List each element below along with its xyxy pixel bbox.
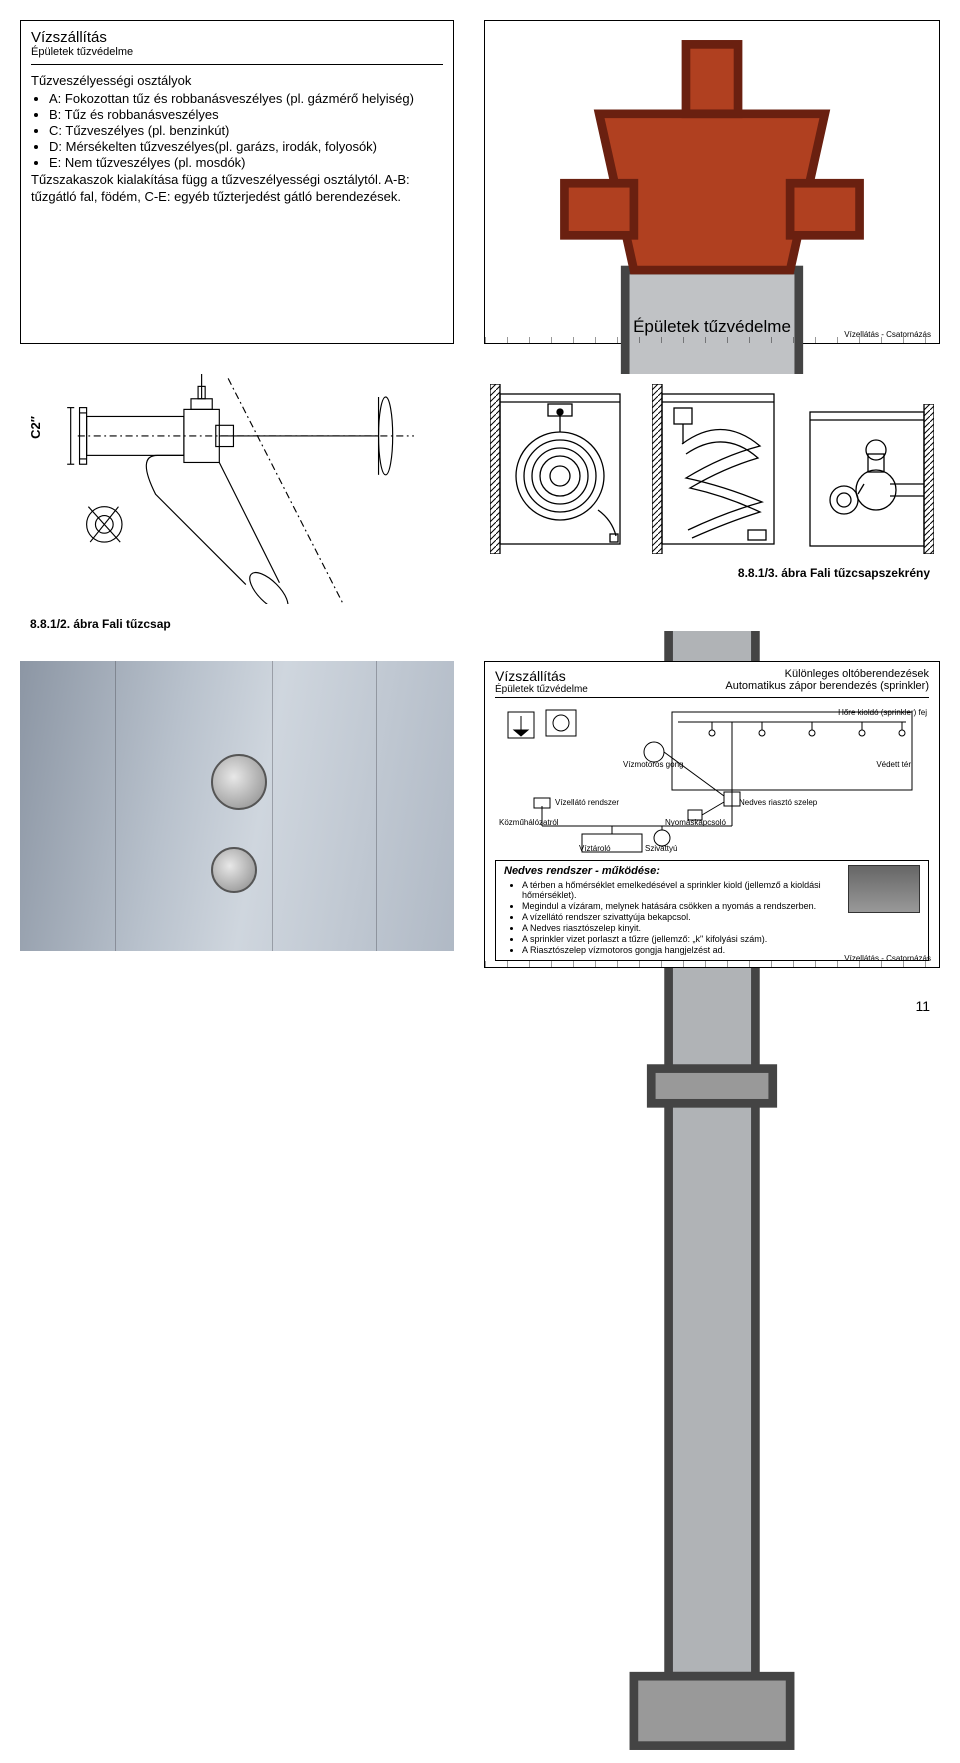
label-pump: Szivattyú [645,844,677,853]
sprinkler-subtitle: Épületek tűzvédelme [495,684,588,695]
rule [495,697,929,698]
list-item: E: Nem tűzveszélyes (pl. mosdók) [49,155,443,170]
label-supply-system: Vízellátó rendszer [555,798,619,807]
panel-joint [376,661,377,951]
slide1-title: Vízszállítás [31,29,443,46]
figure-wall-hydrant-valve: C2″ [20,374,454,631]
list-item: A vízellátó rendszer szivattyúja bekapcs… [522,912,920,922]
cabinet-valve-side [804,404,934,554]
label-alarm-valve: Nedves riasztó szelep [739,798,817,807]
list-item: A sprinkler vizet porlaszt a tűzre (jell… [522,934,920,944]
slide-fire-classes: Vízszállítás Épületek tűzvédelme Tűzvesz… [20,20,454,344]
rule [31,64,443,65]
cabinet-caption: 8.8.1/3. ábra Fali tűzcsapszekrény [484,566,930,580]
slide1-subtitle: Épületek tűzvédelme [31,46,443,58]
valve-caption: 8.8.1/2. ábra Fali tűzcsap [30,617,454,631]
ruler-marks [485,961,939,967]
valve-drawing [20,374,454,604]
wall-photo [20,661,454,951]
label-gong: Vízmotoros gong [623,760,683,769]
label-protected-space: Védett tér [876,760,911,769]
figure-hydrant-cabinets: 8.8.1/3. ábra Fali tűzcsapszekrény [484,374,940,631]
sprinkler-photo-thumbnail [848,865,920,913]
hydrant-outlet-icon [211,847,257,893]
list-item: C: Tűzveszélyes (pl. benzinkút) [49,123,443,138]
operation-box: Nedves rendszer - működése: A térben a h… [495,860,929,961]
panel-joint [115,661,116,951]
photo-street-hydrant: Utcai tűzcsap, épület falában [20,661,454,968]
list-item: D: Mérsékelten tűzveszélyes(pl. garázs, … [49,139,443,154]
label-tank: Víztároló [579,844,611,853]
list-item: B: Tűz és robbanásveszélyes [49,107,443,122]
sprinkler-schematic: Hőre kioldó (sprinkler) fej Vízmotoros g… [495,706,929,856]
sprinkler-title: Vízszállítás [495,668,588,684]
c2-dimension-label: C2″ [28,416,43,439]
label-pressure-switch: Nyomáskapcsoló [665,818,726,827]
sprinkler-right1: Különleges oltóberendezések [725,668,929,680]
label-sprinkler-head: Hőre kioldó (sprinkler) fej [838,708,927,717]
slide1-list: A: Fokozottan tűz és robbanásveszélyes (… [31,91,443,170]
hydrant-illustration [495,27,929,257]
list-item: A Nedves riasztószelep kinyit. [522,923,920,933]
list-item: A: Fokozottan tűz és robbanásveszélyes (… [49,91,443,106]
ruler-marks [485,337,939,343]
slide-sprinkler-system: Vízszállítás Épületek tűzvédelme Különle… [484,661,940,968]
hydrant-outlet-icon [211,754,267,810]
label-mains: Közműhálózatról [499,818,559,827]
slide1-paragraph: Tűzszakaszok kialakítása függ a tűzveszé… [31,172,443,205]
sprinkler-right2: Automatikus zápor berendezés (sprinkler) [725,680,929,692]
cabinet-hose-reel [490,384,630,554]
slide-hydrant: Épületek tűzvédelme Vízellátás - Csatorn… [484,20,940,344]
panel-joint [272,661,273,951]
slide1-heading: Tűzveszélyességi osztályok [31,73,443,89]
cabinet-flat-hose [652,384,782,554]
